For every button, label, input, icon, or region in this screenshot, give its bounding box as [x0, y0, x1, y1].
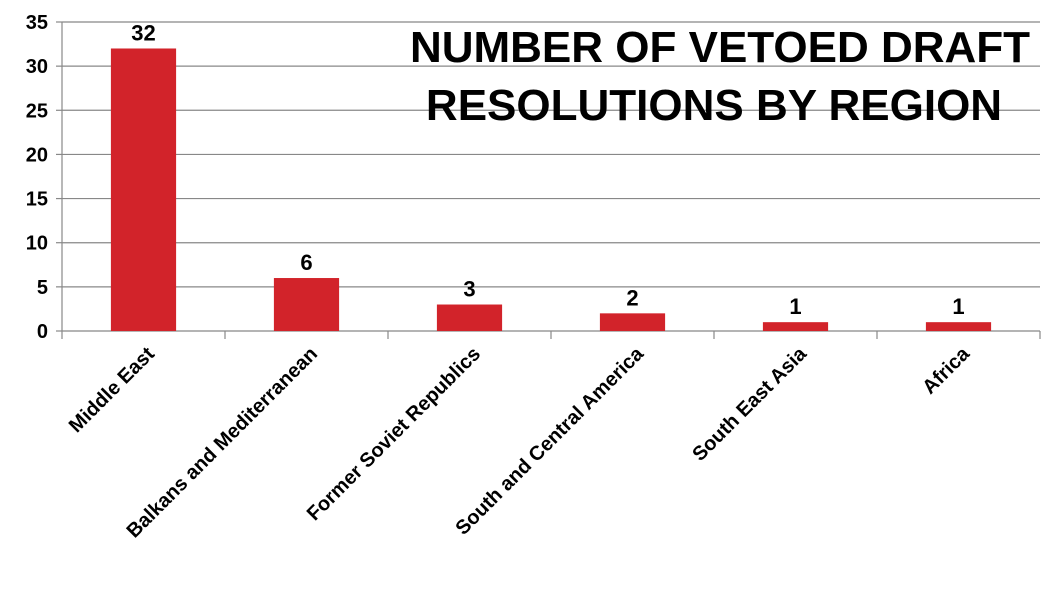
chart-title-line-2: RESOLUTIONS BY REGION — [426, 81, 1002, 130]
bar — [436, 304, 503, 331]
bar — [599, 313, 666, 331]
y-tick-label: 0 — [37, 321, 48, 343]
bar — [110, 48, 177, 331]
y-tick-label: 35 — [26, 12, 48, 34]
x-tick-label: South East Asia — [688, 342, 811, 465]
y-tick-label: 30 — [26, 56, 48, 78]
bar — [925, 322, 992, 331]
data-label: 6 — [300, 250, 312, 275]
bar — [273, 278, 340, 331]
x-tick-label: Africa — [918, 342, 974, 398]
data-label: 1 — [789, 294, 801, 319]
bar — [762, 322, 829, 331]
bars — [110, 48, 992, 331]
y-tick-label: 10 — [26, 233, 48, 255]
gridlines — [62, 21, 1040, 288]
x-tick-label: Former Soviet Republics — [303, 343, 485, 525]
y-tick-label: 20 — [26, 144, 48, 166]
y-tick-label: 25 — [26, 100, 48, 122]
y-tick-label: 5 — [37, 277, 48, 299]
x-tick-label: South and Central America — [451, 342, 648, 539]
chart-title: NUMBER OF VETOED DRAFT RESOLUTIONS BY RE… — [410, 23, 1030, 130]
chart-title-line-1: NUMBER OF VETOED DRAFT — [410, 23, 1030, 72]
data-label: 3 — [463, 277, 475, 302]
data-label: 32 — [131, 20, 155, 45]
y-tick-label: 15 — [26, 189, 48, 211]
axes — [56, 21, 1041, 339]
x-tick-label: Middle East — [65, 343, 159, 437]
data-label: 2 — [626, 285, 638, 310]
data-label: 1 — [952, 294, 964, 319]
x-tick-label: Balkans and Mediterranean — [123, 343, 322, 542]
